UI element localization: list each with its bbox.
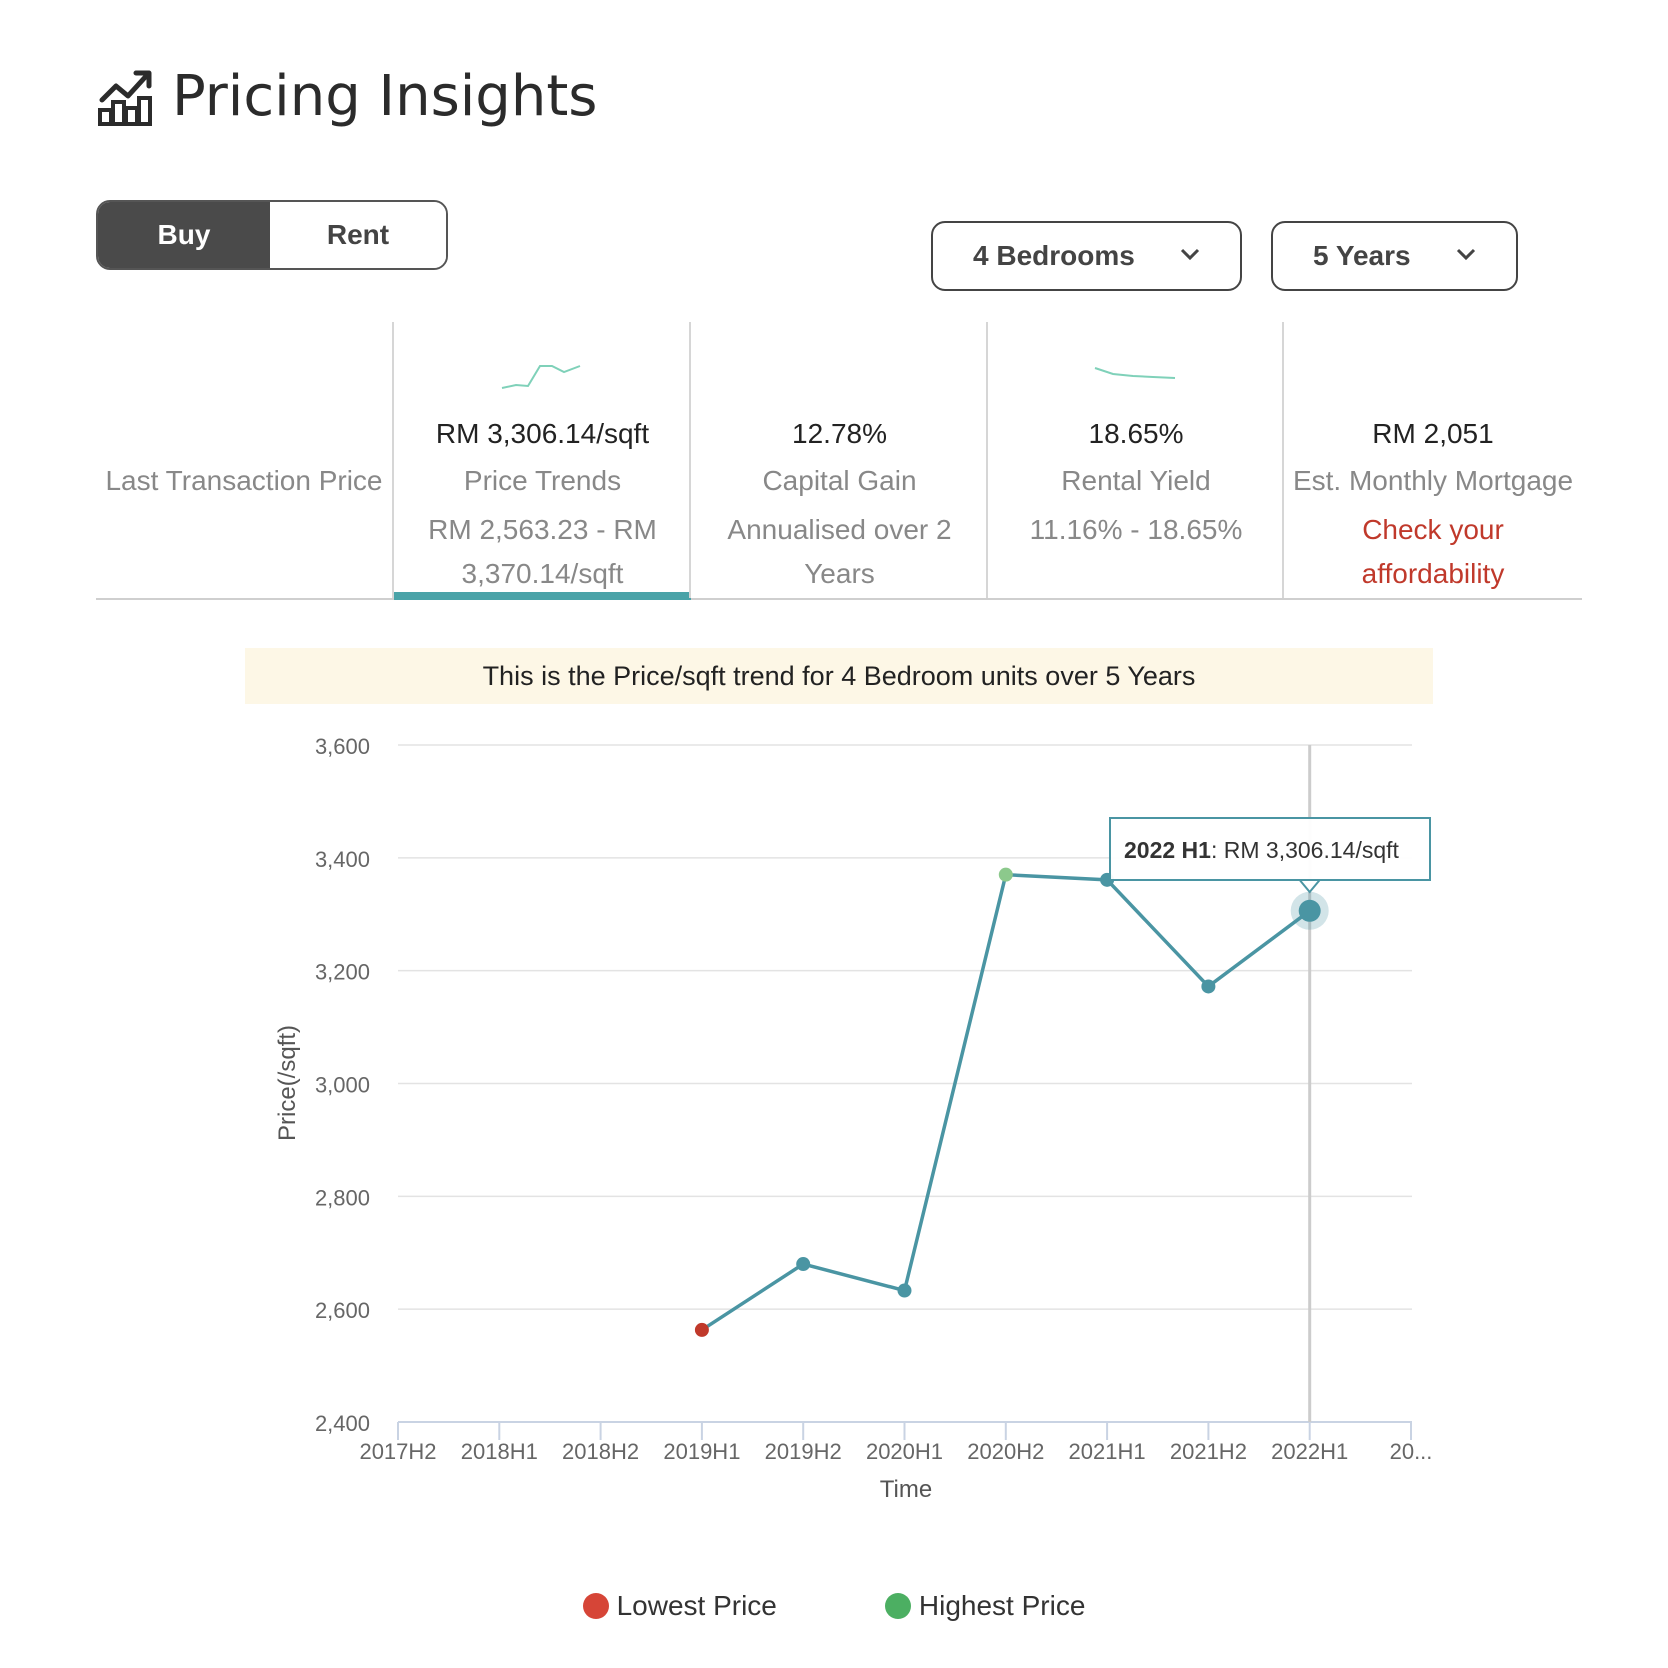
chevron-down-icon [1180,248,1200,261]
data-point [694,1322,709,1337]
x-tick-label: 2019H2 [765,1439,842,1464]
legend-marker [884,1593,911,1619]
metric-label: Price Trends [463,465,622,496]
y-tick-label: 3,600 [315,734,370,759]
buy-rent-toggle: Buy Rent [96,200,448,270]
x-tick-label: 2022H1 [1271,1439,1348,1464]
data-point [998,867,1013,882]
x-tick-label: 2020H2 [967,1439,1044,1464]
x-tick-label: 2021H1 [1069,1439,1146,1464]
y-tick-label: 2,800 [315,1185,370,1210]
metric-value: 12.78% [792,418,887,449]
period-dropdown-label: 5 Years [1313,240,1411,271]
x-tick-label: 20... [1390,1439,1433,1464]
x-axis-title: Time [880,1476,932,1503]
sparkline-yield-icon [1094,367,1176,379]
y-tick-label: 3,400 [315,847,370,872]
y-tick-label: 3,200 [315,960,370,985]
data-point [897,1283,912,1298]
tooltip-text: 2022 H1: RM 3,306.14/sqft [1124,837,1400,863]
y-tick-label: 3,000 [315,1073,370,1098]
metric-label: Rental Yield [1061,465,1211,496]
check-affordability-link[interactable]: Check your affordability [1361,514,1505,589]
metric-value: RM 3,306.14/sqft [435,418,650,449]
page-header: Pricing Insights [96,64,597,129]
legend-highest-price[interactable]: Highest Price [884,1590,1086,1622]
metric-label: Est. Monthly Mortgage [1292,465,1574,496]
bedrooms-dropdown-label: 4 Bedrooms [973,240,1135,271]
metric-value: RM 2,051 [1372,418,1494,449]
tooltip-box [1109,817,1431,881]
chart-tooltip: 2022 H1: RM 3,306.14/sqft [1109,817,1431,894]
bedrooms-dropdown[interactable]: 4 Bedrooms [931,221,1242,291]
metric-value: 18.65% [1088,418,1184,449]
x-tick-label: 2020H1 [866,1439,943,1464]
x-tick-label: 2017H2 [359,1439,436,1464]
page-title: Pricing Insights [172,64,598,129]
metric-sub: 11.16% - 18.65% [1029,514,1243,545]
series-line [700,872,1311,1332]
chevron-down-icon [1456,248,1476,261]
y-axis-title: Price(/sqft) [274,1025,301,1141]
tooltip-pointer [1297,879,1322,894]
buy-tab[interactable]: Buy [98,202,270,268]
legend-label: Lowest Price [616,1590,777,1621]
metrics-row: Last Transaction Price RM 3,306.14/sqft … [96,322,1582,600]
period-dropdown[interactable]: 5 Years [1271,221,1518,291]
metric-monthly-mortgage[interactable]: RM 2,051 Est. Monthly Mortgage Check you… [1282,322,1582,598]
y-tick-label: 2,600 [315,1298,370,1323]
metric-rental-yield[interactable]: 18.65% Rental Yield 11.16% - 18.65% [986,322,1284,598]
trend-description-banner: This is the Price/sqft trend for 4 Bedro… [245,648,1433,704]
metric-sub: RM 2,563.23 - RM 3,370.14/sqft [428,514,657,589]
rent-tab[interactable]: Rent [270,202,446,268]
x-tick-label: 2021H2 [1170,1439,1247,1464]
legend-label: Highest Price [918,1590,1086,1621]
data-point [1201,979,1216,994]
metric-label: Capital Gain [762,465,917,496]
metric-last-transaction[interactable]: Last Transaction Price [96,322,392,598]
chart-growth-icon [98,70,152,126]
x-tick-label: 2019H1 [663,1439,740,1464]
chart-legend: Lowest Price Highest Price [0,1590,1668,1622]
metric-capital-gain[interactable]: 12.78% Capital Gain Annualised over 2 Ye… [689,322,988,598]
metric-label: Last Transaction Price [105,465,383,496]
legend-marker [582,1593,609,1619]
data-point [1298,899,1321,922]
x-tick-label: 2018H2 [562,1439,639,1464]
data-point [796,1257,811,1272]
metric-price-trends[interactable]: RM 3,306.14/sqft Price Trends RM 2,563.2… [392,322,691,600]
y-tick-label: 2,400 [315,1411,370,1436]
legend-lowest-price[interactable]: Lowest Price [582,1590,777,1622]
sparkline-price-icon [501,365,580,389]
metric-sub: Annualised over 2 Years [727,514,952,589]
x-tick-label: 2018H1 [461,1439,538,1464]
selected-underline [394,592,691,600]
